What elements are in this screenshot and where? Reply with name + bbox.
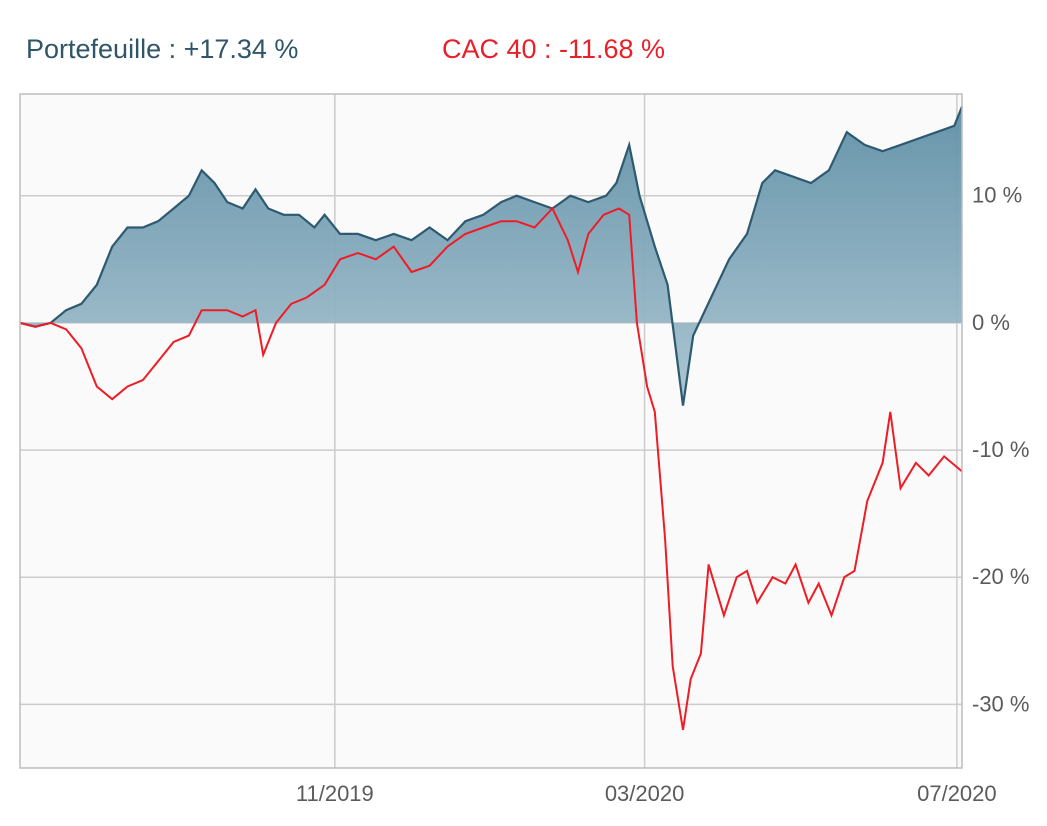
x-tick-label: 03/2020 [605, 781, 685, 806]
y-tick-label: -20 % [972, 564, 1029, 589]
portfolio-line [19, 106, 964, 406]
y-axis-ticks: 10 % 0 % -10 % -20 % -30 % [972, 183, 1029, 717]
y-tick-label: -10 % [972, 437, 1029, 462]
legend-cac40: CAC 40 : -11.68 % [441, 34, 666, 64]
x-tick-label: 11/2019 [296, 781, 374, 806]
legend-portfolio: Portefeuille : +17.34 % [26, 34, 299, 64]
y-tick-label: 0 % [972, 310, 1010, 335]
portfolio-area [20, 106, 962, 406]
x-tick-label: 07/2020 [917, 781, 997, 806]
y-tick-label: -30 % [972, 691, 1029, 716]
plot-border [19, 93, 963, 769]
chart-legend: Portefeuille : +17.34 % CAC 40 : -11.68 … [26, 34, 665, 65]
x-axis-ticks: 11/2019 03/2020 07/2020 [296, 781, 997, 806]
cac40-line [19, 206, 963, 730]
y-tick-label: 10 % [972, 183, 1022, 208]
